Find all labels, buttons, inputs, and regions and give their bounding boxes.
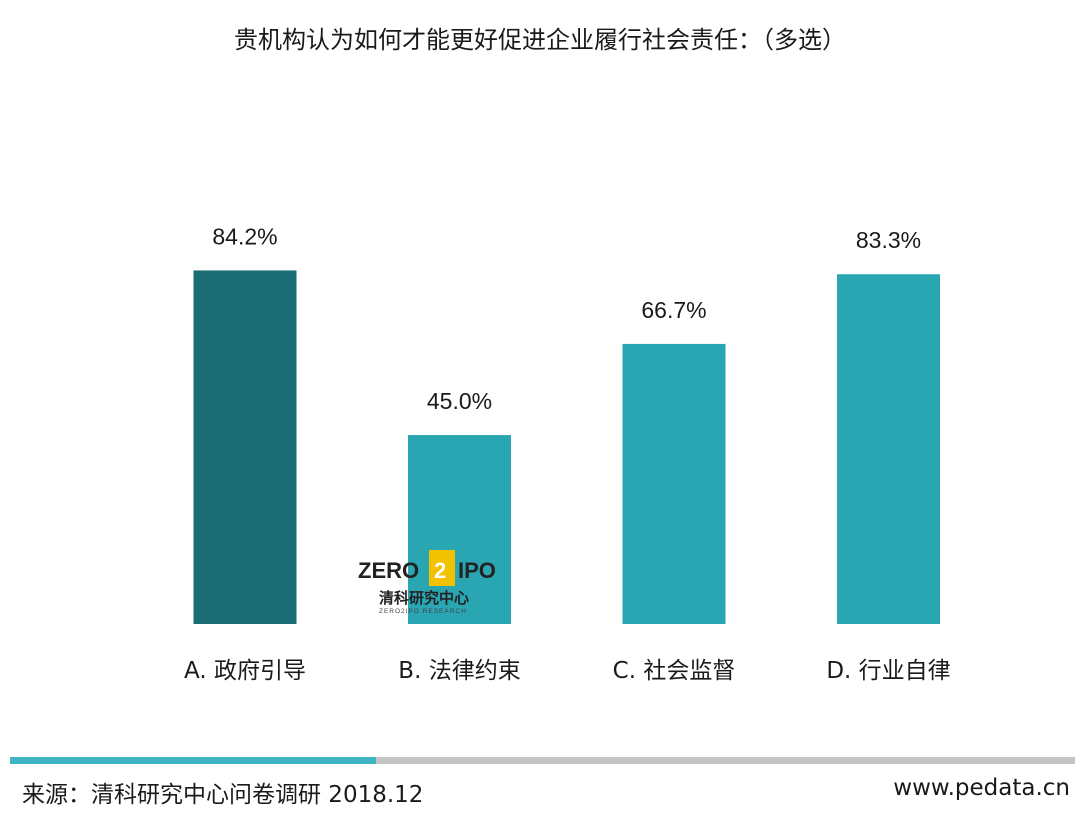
bar-chart: 84.2% A. 政府引导 45.0% B. 法律约束 66.7% C. 社会监督 83.3… bbox=[184, 223, 951, 684]
zero2ipo-watermark: ZERO 2 IPO 清科研究中心 ZERO2IPO RESEARCH bbox=[358, 550, 496, 615]
watermark-logo-block bbox=[429, 550, 455, 586]
source-note: 来源：清科研究中心问卷调研 2018.12 bbox=[22, 782, 424, 808]
bar-1 bbox=[193, 270, 297, 624]
bar-3 bbox=[622, 343, 726, 624]
watermark-brand-left: ZERO bbox=[358, 558, 419, 583]
category-label-2: B. 法律约束 bbox=[398, 658, 520, 684]
site-url: www.pedata.cn bbox=[893, 775, 1070, 801]
value-label-1: 84.2% bbox=[212, 223, 277, 249]
value-label-4: 83.3% bbox=[856, 227, 921, 253]
chart-title: 贵机构认为如何才能更好促进企业履行社会责任：（多选） bbox=[234, 26, 846, 54]
watermark-brand-digit: 2 bbox=[434, 558, 446, 583]
value-label-2: 45.0% bbox=[427, 388, 492, 414]
footer-accent-bar bbox=[10, 757, 376, 764]
watermark-brand-right: IPO bbox=[458, 558, 496, 583]
bar-4 bbox=[837, 274, 940, 624]
category-label-4: D. 行业自律 bbox=[826, 658, 950, 684]
value-label-3: 66.7% bbox=[641, 297, 706, 323]
footer-rule bbox=[376, 757, 1075, 764]
bar-2 bbox=[408, 435, 511, 624]
category-label-3: C. 社会监督 bbox=[613, 658, 736, 684]
watermark-chinese: 清科研究中心 bbox=[379, 589, 469, 607]
category-label-1: A. 政府引导 bbox=[184, 658, 306, 684]
watermark-sub: ZERO2IPO RESEARCH bbox=[379, 608, 467, 615]
